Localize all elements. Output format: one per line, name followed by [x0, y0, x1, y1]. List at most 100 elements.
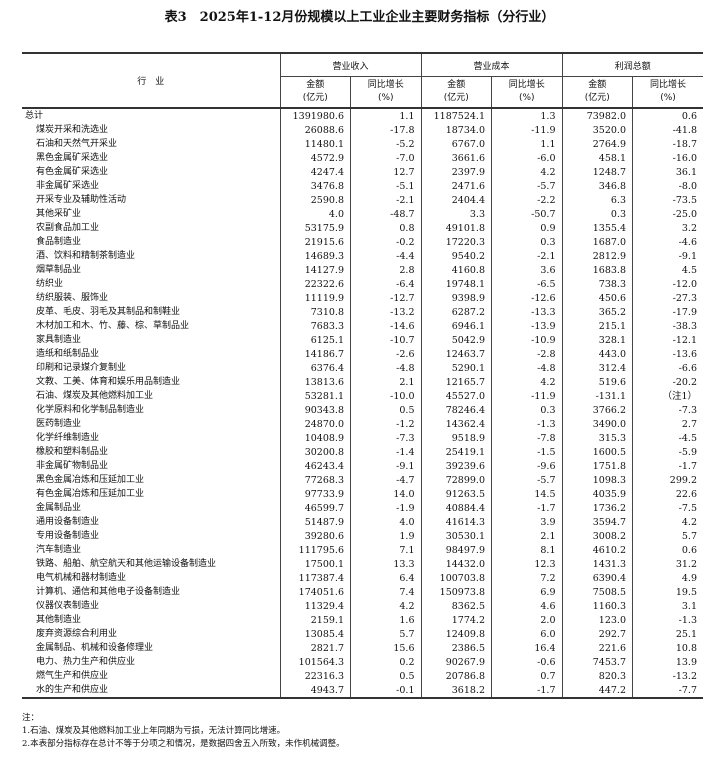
revenue-growth: -7.3	[350, 431, 421, 445]
note-2: 2.本表部分指标存在总计不等于分项之和情况，是数据四舍五入所致，未作机械调整。	[22, 739, 345, 749]
revenue-growth: -14.6	[350, 319, 421, 333]
cost-growth: -2.1	[491, 249, 562, 263]
profit-amount: -131.1	[561, 389, 633, 403]
table-row: 家具制造业 6125.1 -10.7 5042.9 -10.9 328.1 -12.1	[22, 333, 703, 347]
cost-amount: 30530.1	[420, 529, 492, 543]
profit-growth: -13.6	[632, 347, 703, 361]
cost-growth: -2.8	[491, 347, 562, 361]
revenue-amount: 14186.7	[279, 347, 351, 361]
growth-header-label: 同比增长	[508, 80, 545, 90]
cost-amount: 90267.9	[420, 655, 492, 669]
industry-name: 有色金属冶炼和压延加工业	[36, 488, 145, 499]
cost-amount: 8362.5	[420, 599, 492, 613]
industry-name: 计算机、通信和其他电子设备制造业	[36, 586, 181, 597]
revenue-growth: -0.1	[350, 683, 421, 698]
table-row: 非金属矿采选业 3476.8 -5.1 2471.6 -5.7 346.8 -8.0	[22, 179, 703, 193]
profit-growth: 19.5	[632, 585, 703, 599]
profit-amount: 3594.7	[561, 515, 633, 529]
table-row: 金属制品、机械和设备修理业 2821.7 15.6 2386.5 16.4 221.6 10…	[22, 641, 703, 655]
revenue-amount: 1391980.6	[279, 108, 351, 123]
revenue-growth: 1.9	[350, 529, 421, 543]
revenue-header: 营业收入	[279, 53, 421, 77]
revenue-amount: 46243.4	[279, 459, 351, 473]
revenue-growth: -10.0	[350, 389, 421, 403]
profit-amount: 1098.3	[561, 473, 633, 487]
profit-growth: -12.0	[632, 277, 703, 291]
table-row: 开采专业及辅助性活动 2590.8 -2.1 2404.4 -2.2 6.3 -73.5	[22, 193, 703, 207]
revenue-growth: 0.2	[350, 655, 421, 669]
profit-growth: -17.9	[632, 305, 703, 319]
cost-header: 营业成本	[420, 53, 562, 77]
revenue-amount: 111795.6	[279, 543, 351, 557]
revenue-amount: 117387.4	[279, 571, 351, 585]
industry-name: 医药制造业	[36, 418, 82, 429]
cost-growth: 12.3	[491, 557, 562, 571]
profit-growth: -13.2	[632, 669, 703, 683]
cost-amount: 9518.9	[420, 431, 492, 445]
growth-header: 同比增长 (%)	[350, 76, 421, 109]
cost-amount: 6767.0	[420, 137, 492, 151]
profit-amount: 1160.3	[561, 599, 633, 613]
cost-growth: -50.7	[491, 207, 562, 221]
industry-name: 化学纤维制造业	[36, 432, 100, 443]
revenue-growth: 6.4	[350, 571, 421, 585]
profit-amount: 1751.8	[561, 459, 633, 473]
profit-amount: 123.0	[561, 613, 633, 627]
revenue-amount: 6125.1	[279, 333, 351, 347]
profit-growth: 299.2	[632, 473, 703, 487]
industry-name: 电气机械和器材制造业	[36, 572, 127, 583]
growth-header-unit: (%)	[377, 93, 394, 103]
revenue-amount: 11119.9	[279, 291, 351, 305]
industry-name: 化学原料和化学制品制造业	[36, 404, 145, 415]
profit-growth: -12.1	[632, 333, 703, 347]
profit-amount: 3008.2	[561, 529, 633, 543]
revenue-growth: 13.3	[350, 557, 421, 571]
table-row: 石油、煤炭及其他燃料加工业 53281.1 -10.0 45527.0 -11.9 -13…	[22, 389, 703, 403]
industry-name: 木材加工和木、竹、藤、棕、草制品业	[36, 320, 190, 331]
cost-growth: -1.7	[491, 501, 562, 515]
revenue-growth: -12.7	[350, 291, 421, 305]
revenue-amount: 51487.9	[279, 515, 351, 529]
amount-header: 金额 (亿元)	[279, 76, 351, 109]
profit-amount: 1600.5	[561, 445, 633, 459]
table-row: 医药制造业 24870.0 -1.2 14362.4 -1.3 3490.0 2.7	[22, 417, 703, 431]
cost-growth: 16.4	[491, 641, 562, 655]
revenue-growth: 15.6	[350, 641, 421, 655]
industry-name: 烟草制品业	[36, 264, 82, 275]
revenue-growth: -4.4	[350, 249, 421, 263]
cost-amount: 5290.1	[420, 361, 492, 375]
table-row: 纺织服装、服饰业 11119.9 -12.7 9398.9 -12.6 450.6 -27.…	[22, 291, 703, 305]
revenue-growth: -1.9	[350, 501, 421, 515]
cost-growth: 0.7	[491, 669, 562, 683]
revenue-amount: 22322.6	[279, 277, 351, 291]
industry-header: 行 业	[22, 53, 280, 109]
profit-growth: -20.2	[632, 375, 703, 389]
cost-growth: 4.2	[491, 375, 562, 389]
cost-growth: 0.3	[491, 235, 562, 249]
amount-header-unit: (亿元)	[443, 93, 469, 103]
table-row: 化学原料和化学制品制造业 90343.8 0.5 78246.4 0.3 3766.2 -7…	[22, 403, 703, 417]
revenue-amount: 14127.9	[279, 263, 351, 277]
table-row: 橡胶和塑料制品业 30200.8 -1.4 25419.1 -1.5 1600.5 -5.9	[22, 445, 703, 459]
cost-amount: 12409.8	[420, 627, 492, 641]
revenue-amount: 53175.9	[279, 221, 351, 235]
industry-name: 专用设备制造业	[36, 530, 100, 541]
cost-growth: 4.6	[491, 599, 562, 613]
industry-name: 非金属矿采选业	[36, 180, 100, 191]
table-row: 造纸和纸制品业 14186.7 -2.6 12463.7 -2.8 443.0 -13.6	[22, 347, 703, 361]
table-row: 纺织业 22322.6 -6.4 19748.1 -6.5 738.3 -12.0	[22, 277, 703, 291]
profit-growth: 0.6	[632, 108, 703, 123]
industry-name: 开采专业及辅助性活动	[36, 194, 127, 205]
profit-growth: -38.3	[632, 319, 703, 333]
revenue-growth: -9.1	[350, 459, 421, 473]
profit-amount: 221.6	[561, 641, 633, 655]
table-row: 通用设备制造业 51487.9 4.0 41614.3 3.9 3594.7 4.2	[22, 515, 703, 529]
profit-growth: （注1）	[632, 389, 703, 403]
revenue-amount: 97733.9	[279, 487, 351, 501]
cost-amount: 3.3	[420, 207, 492, 221]
revenue-growth: -7.0	[350, 151, 421, 165]
industry-name: 皮革、毛皮、羽毛及其制品和制鞋业	[36, 306, 181, 317]
profit-growth: 4.2	[632, 515, 703, 529]
table-row: 黑色金属矿采选业 4572.9 -7.0 3661.6 -6.0 458.1 -16.0	[22, 151, 703, 165]
revenue-amount: 2590.8	[279, 193, 351, 207]
